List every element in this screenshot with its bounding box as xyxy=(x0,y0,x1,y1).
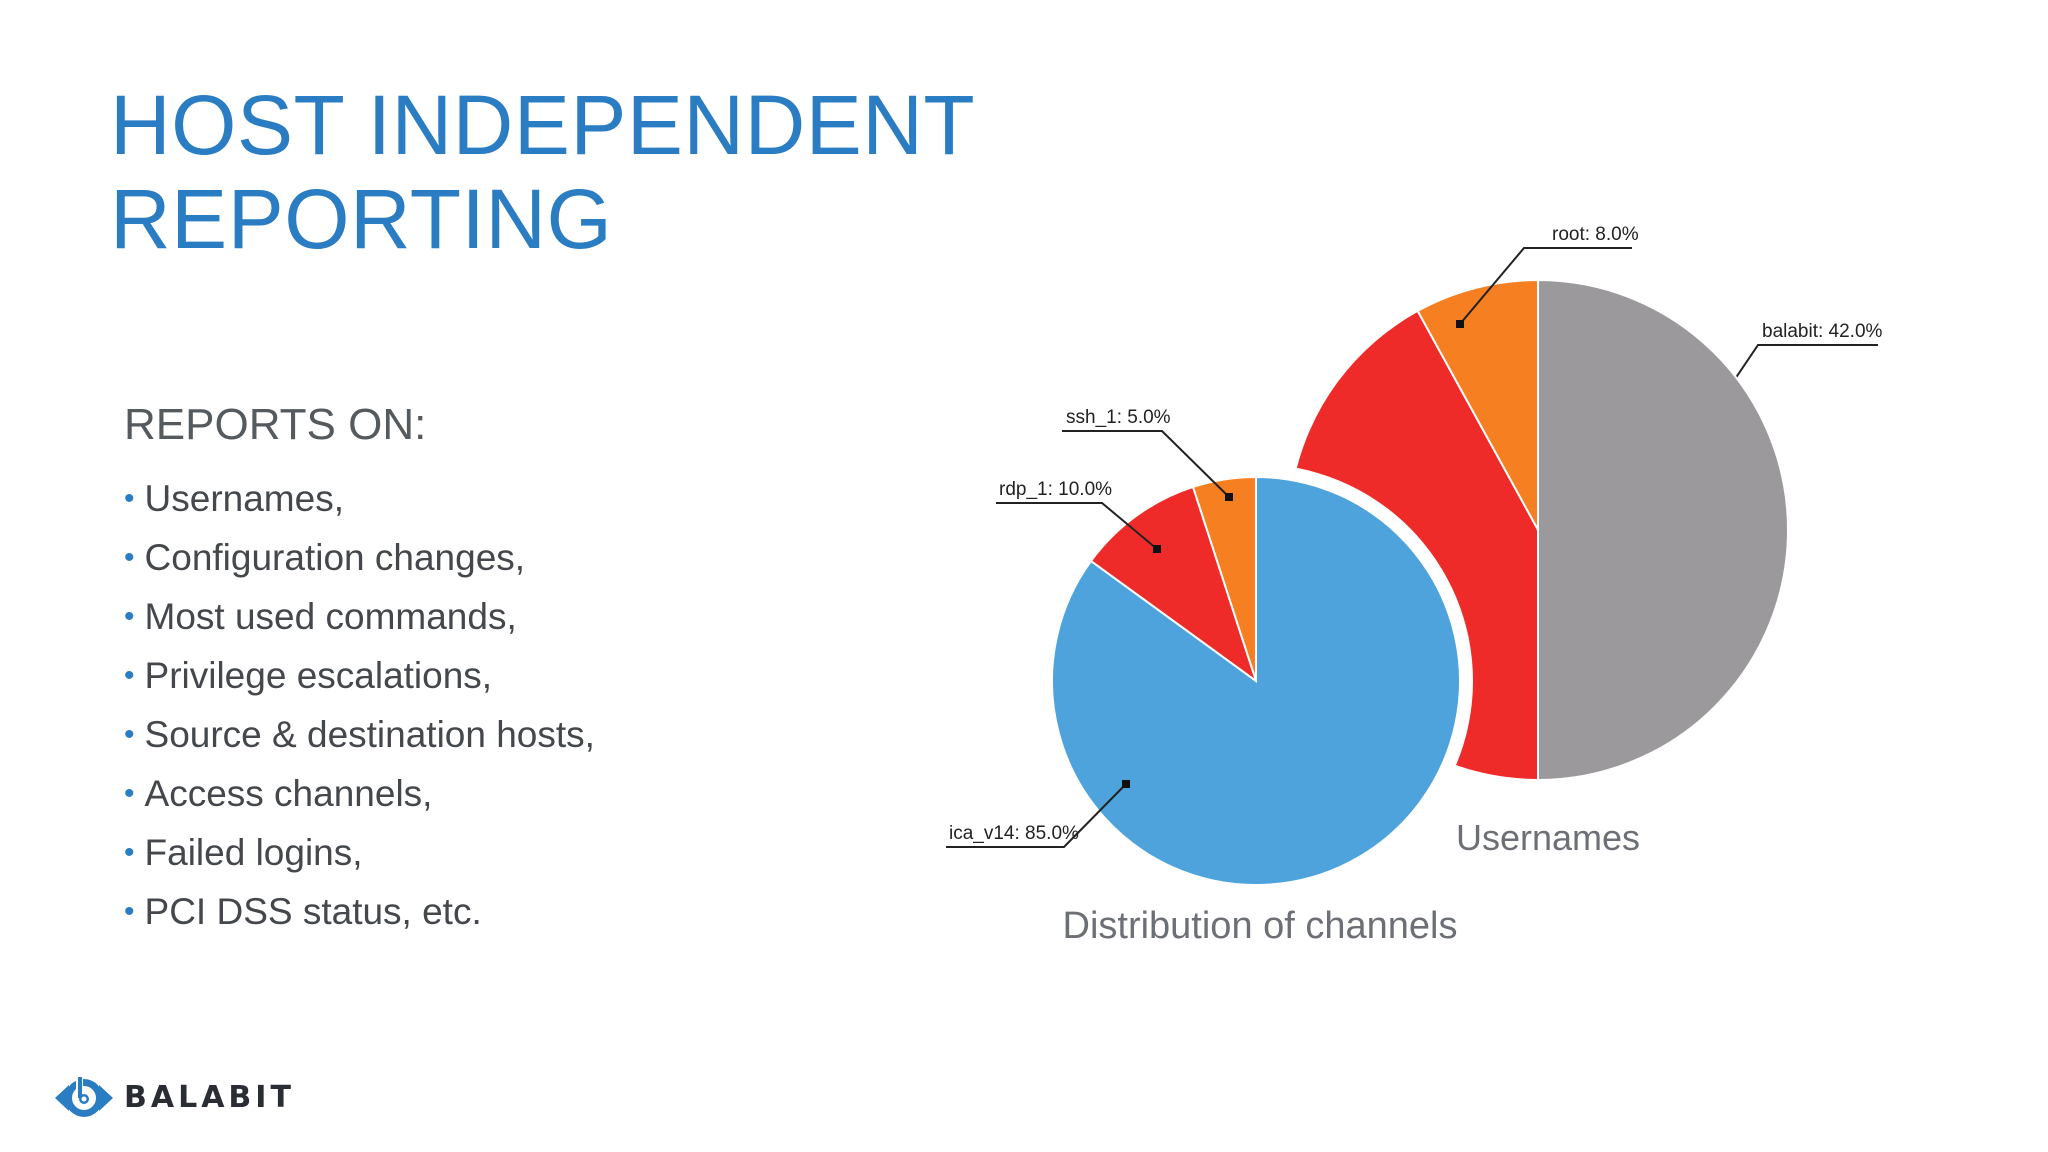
slice-label: ssh_1: 5.0% xyxy=(1066,407,1171,428)
slice-label: ica_v14: 85.0% xyxy=(949,823,1079,844)
bullet-item: • Configuration changes, xyxy=(124,531,595,590)
balabit-logo-icon xyxy=(55,1075,113,1117)
slide-title: HOST INDEPENDENT REPORTING xyxy=(110,78,975,266)
chart-title: Usernames xyxy=(1456,817,1640,858)
slice-leader-dot xyxy=(1122,780,1130,788)
reports-heading: REPORTS ON: xyxy=(124,400,427,449)
slice-leader-line xyxy=(1459,247,1632,325)
slice-label: balabit: 42.0% xyxy=(1762,321,1883,342)
slice-label: rdp_1: 10.0% xyxy=(999,479,1112,500)
pie-slice-ica_v14 xyxy=(1051,475,1461,886)
bullet-item: • Access channels, xyxy=(124,767,595,826)
slice-label: root: 8.0% xyxy=(1552,224,1639,245)
slice-leader-line xyxy=(996,502,1158,550)
bullet-dot-icon: • xyxy=(124,895,135,928)
bullet-dot-icon: • xyxy=(124,836,135,869)
bullet-item: • Failed logins, xyxy=(124,826,595,885)
bullet-item: • Source & destination hosts, xyxy=(124,708,595,767)
bullet-text: Access channels, xyxy=(144,773,433,814)
slice-leader-dot xyxy=(1456,320,1464,328)
bullet-item: • Most used commands, xyxy=(124,590,595,649)
bullet-text: Failed logins, xyxy=(144,832,363,873)
bullet-list: • Usernames, • Configuration changes, • Mos… xyxy=(124,472,595,944)
bullet-dot-icon: • xyxy=(124,482,135,515)
bullet-text: PCI DSS status, etc. xyxy=(144,891,482,932)
bullet-dot-icon: • xyxy=(124,600,135,633)
bullet-text: Source & destination hosts, xyxy=(144,714,595,755)
pie-slice-root xyxy=(1416,278,1539,531)
bullet-dot-icon: • xyxy=(124,541,135,574)
slice-leader-dot xyxy=(1153,545,1161,553)
pie-slice-other xyxy=(1537,278,1789,782)
pie-charts: root: 8.0% balabit: 42.0% Usernames ssh_1: … xyxy=(946,224,1883,947)
bullet-text: Usernames, xyxy=(144,478,344,519)
title-line-1: HOST INDEPENDENT xyxy=(110,78,976,172)
bullet-text: Privilege escalations, xyxy=(144,655,493,696)
bullet-item: • Usernames, xyxy=(124,472,595,531)
title-line-2: REPORTING xyxy=(110,172,613,266)
slice-leader-dot xyxy=(1225,493,1233,501)
bullet-item: • Privilege escalations, xyxy=(124,649,595,708)
slice-leader-line xyxy=(1062,430,1230,498)
logo-text: BALABIT xyxy=(124,1080,295,1115)
chart-title: Distribution of channels xyxy=(1063,905,1458,947)
bullet-text: Configuration changes, xyxy=(144,537,526,578)
bullet-text: Most used commands, xyxy=(144,596,517,637)
bullet-dot-icon: • xyxy=(124,659,135,692)
bullet-dot-icon: • xyxy=(124,777,135,810)
pie-slice-rdp_1 xyxy=(1089,485,1258,684)
slice-leader-line xyxy=(946,783,1127,848)
bullet-item: • PCI DSS status, etc. xyxy=(124,885,595,944)
bullet-dot-icon: • xyxy=(124,718,135,751)
